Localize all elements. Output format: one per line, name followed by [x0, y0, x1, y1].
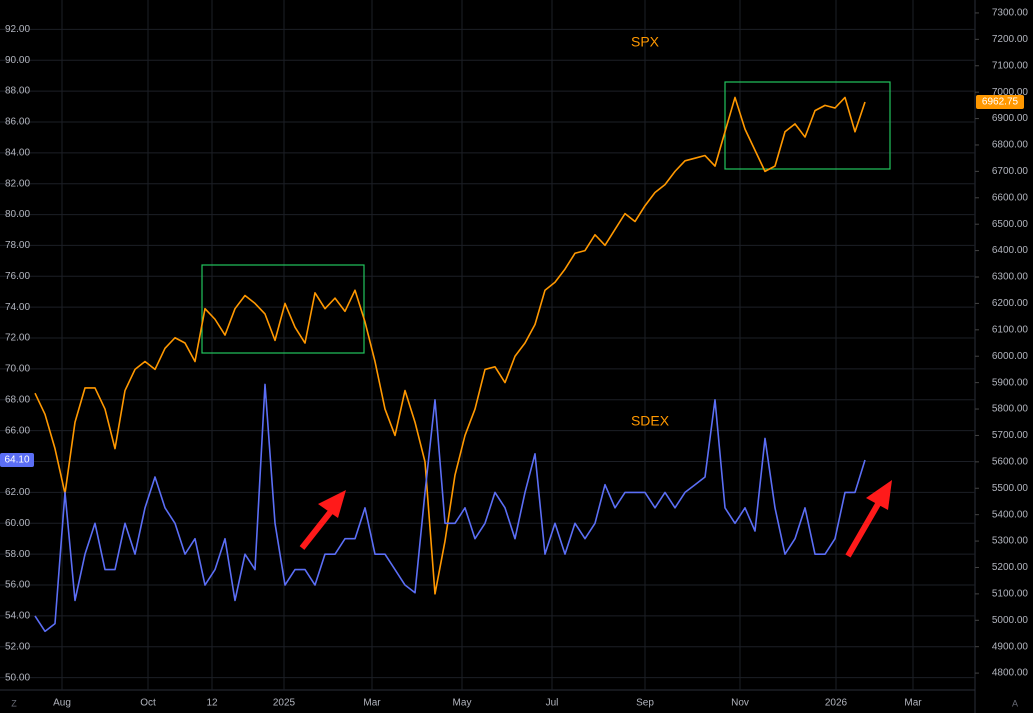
y-tick-label: 76.00: [5, 271, 30, 282]
x-tick-label: 2025: [273, 698, 296, 709]
axes: Aug Oct 12 2025 Mar May Jul Sep Nov 2026 Mar 50.00 5…: [0, 8, 1028, 709]
y2-tick-label: 5100.00: [992, 589, 1029, 600]
y-tick-label: 92.00: [5, 24, 30, 35]
y-tick-label: 60.00: [5, 518, 30, 529]
arrow-shaft: [845, 502, 881, 558]
x-tick-label: Mar: [904, 698, 922, 709]
y-tick-label: 80.00: [5, 209, 30, 220]
y2-tick-label: 4800.00: [992, 668, 1029, 679]
y2-tick-label: 5700.00: [992, 430, 1029, 441]
y-tick-label: 50.00: [5, 672, 30, 683]
x-tick-label: Jul: [546, 698, 559, 709]
y2-tick-label: 7000.00: [992, 87, 1029, 98]
y2-tick-label: 5400.00: [992, 509, 1029, 520]
y2-tick-label: 5500.00: [992, 483, 1029, 494]
y2-tick-label: 5600.00: [992, 456, 1029, 467]
x-tick-label: 2026: [825, 698, 848, 709]
y-tick-label: 78.00: [5, 240, 30, 251]
arrow-head: [318, 490, 346, 518]
y-tick-label: 84.00: [5, 147, 30, 158]
y-tick-label: 72.00: [5, 333, 30, 344]
y2-tick-label: 7100.00: [992, 60, 1029, 71]
scale-button[interactable]: Z: [11, 698, 17, 708]
grid: [0, 0, 975, 690]
x-tick-label: Nov: [731, 698, 749, 709]
y2-tick-label: 7200.00: [992, 34, 1029, 45]
y-tick-label: 74.00: [5, 302, 30, 313]
plot: [34, 96, 866, 633]
scale-button[interactable]: A: [1012, 698, 1018, 708]
y-tick-label: 58.00: [5, 549, 30, 560]
last-value-badge: [0, 453, 34, 467]
arrow: [845, 480, 892, 558]
arrow-shaft: [299, 508, 335, 550]
y2-tick-label: 6100.00: [992, 324, 1029, 335]
last-value-badge: [976, 94, 1024, 109]
y2-tick-label: 6200.00: [992, 298, 1029, 309]
last-value-label: 64.10: [4, 455, 29, 466]
y-tick-label: 90.00: [5, 55, 30, 66]
y2-tick-label: 6700.00: [992, 166, 1029, 177]
y-tick-label: 86.00: [5, 117, 30, 128]
last-value-label: 6962.75: [982, 97, 1019, 108]
y-tick-label: 70.00: [5, 364, 30, 375]
x-tick-label: May: [453, 698, 472, 709]
y2-tick-label: 6800.00: [992, 140, 1029, 151]
series-line: [34, 96, 866, 595]
series-label: SPX: [631, 34, 660, 50]
y2-tick-label: 5200.00: [992, 562, 1029, 573]
y-tick-label: 62.00: [5, 487, 30, 498]
series-label: SDEX: [631, 413, 670, 429]
x-tick-label: 12: [206, 698, 218, 709]
arrow-head: [866, 480, 892, 510]
range-box: [201, 264, 365, 354]
arrow: [299, 490, 346, 550]
y2-tick-label: 6500.00: [992, 219, 1029, 230]
y2-tick-label: 6000.00: [992, 351, 1029, 362]
y2-tick-label: 6400.00: [992, 245, 1029, 256]
y-tick-label: 52.00: [5, 641, 30, 652]
y-tick-label: 68.00: [5, 394, 30, 405]
y2-tick-label: 5000.00: [992, 615, 1029, 626]
y-tick-label: 82.00: [5, 178, 30, 189]
y-tick-label: 66.00: [5, 425, 30, 436]
x-tick-label: Oct: [140, 698, 156, 709]
x-tick-label: Aug: [53, 698, 71, 709]
y2-tick-label: 5300.00: [992, 536, 1029, 547]
range-box: [724, 81, 891, 170]
series-line: [34, 383, 866, 633]
y-tick-label: 54.00: [5, 611, 30, 622]
y2-tick-label: 4900.00: [992, 641, 1029, 652]
y2-tick-label: 6900.00: [992, 113, 1029, 124]
x-tick-label: Sep: [636, 698, 654, 709]
x-tick-label: Mar: [363, 698, 381, 709]
y2-tick-label: 6600.00: [992, 192, 1029, 203]
y-tick-label: 56.00: [5, 580, 30, 591]
y2-tick-label: 5800.00: [992, 404, 1029, 415]
y2-tick-label: 5900.00: [992, 377, 1029, 388]
y2-tick-label: 6300.00: [992, 272, 1029, 283]
y-tick-label: 88.00: [5, 86, 30, 97]
y2-tick-label: 7300.00: [992, 8, 1029, 19]
